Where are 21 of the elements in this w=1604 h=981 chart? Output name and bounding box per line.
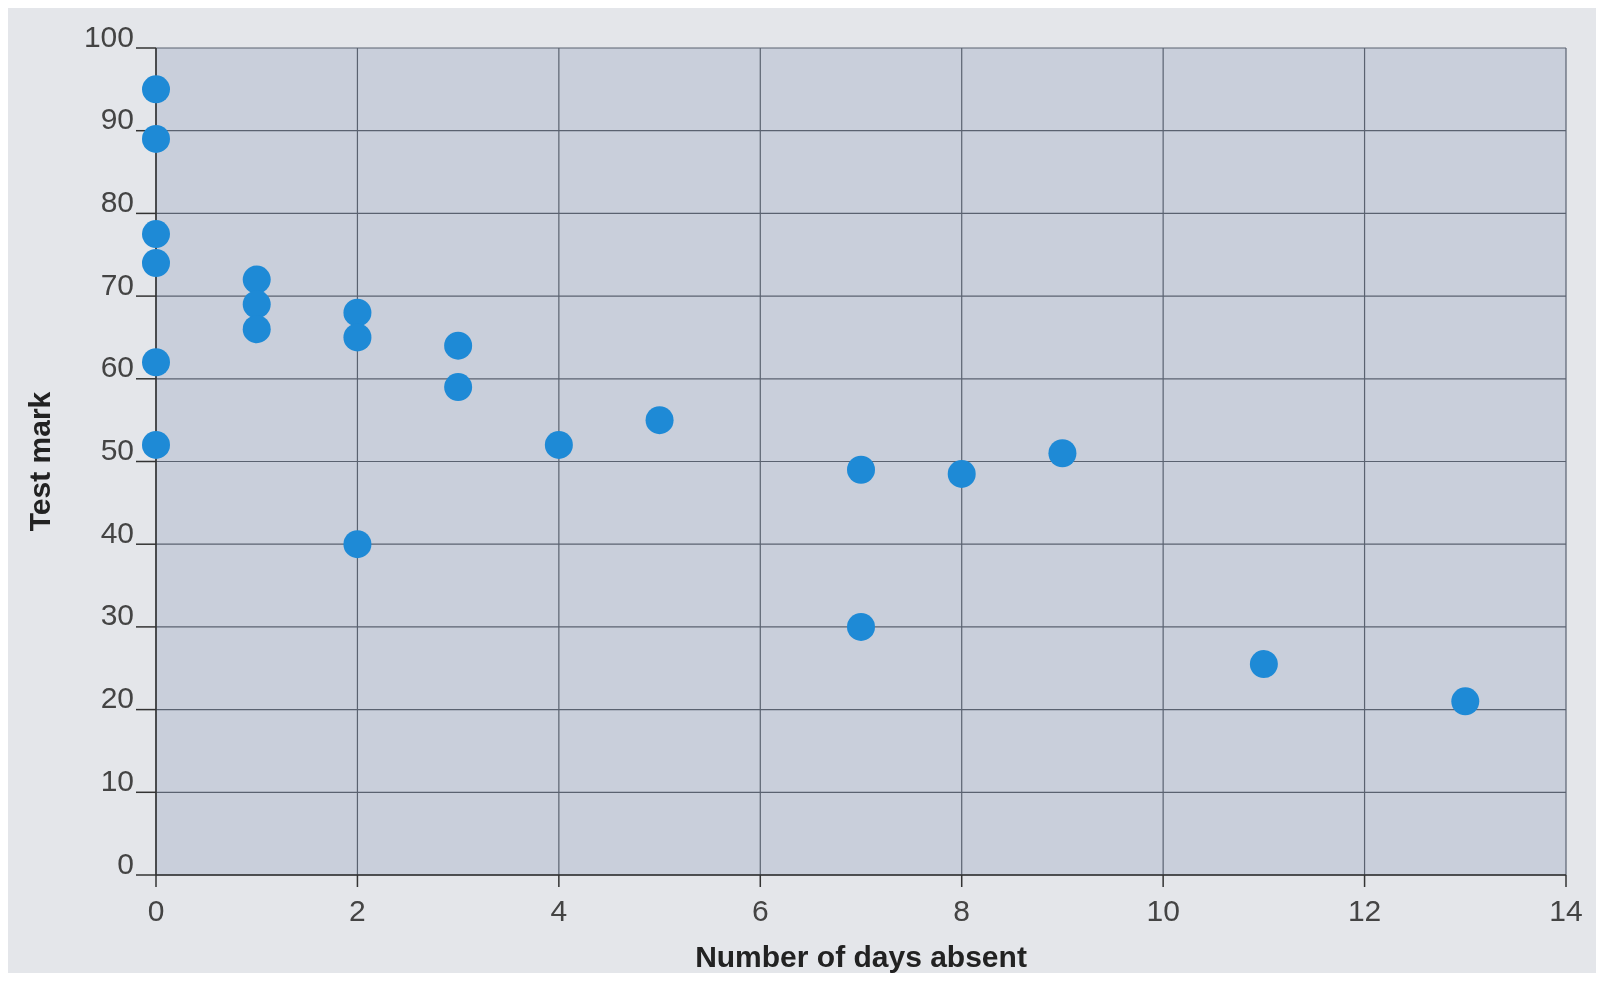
y-tick-label: 50 <box>100 433 134 466</box>
x-tick-label: 4 <box>550 894 568 927</box>
y-tick-label: 80 <box>100 184 134 218</box>
y-tick-label: 60 <box>100 350 134 384</box>
x-tick-label: 10 <box>1146 894 1180 927</box>
y-tick-label: 10 <box>100 763 134 797</box>
x-tick-label: 6 <box>751 894 769 927</box>
x-axis-title: Number of days absent <box>695 940 1027 973</box>
y-tick-label: 70 <box>100 267 134 301</box>
y-tick-label: 90 <box>100 102 134 136</box>
x-tick-label: 14 <box>1549 894 1583 927</box>
y-tick-label: 100 <box>83 19 134 53</box>
x-tick-label: 8 <box>953 894 971 927</box>
x-tick-label: 2 <box>349 894 366 927</box>
x-tick-label: 12 <box>1347 894 1382 927</box>
y-tick-label: 0 <box>117 846 134 880</box>
y-tick-label: 30 <box>100 598 134 632</box>
x-tick-label: 0 <box>147 894 165 927</box>
y-axis-title: Test mark <box>23 391 56 532</box>
y-tick-label: 20 <box>100 681 134 715</box>
y-tick-label: 40 <box>100 515 134 549</box>
